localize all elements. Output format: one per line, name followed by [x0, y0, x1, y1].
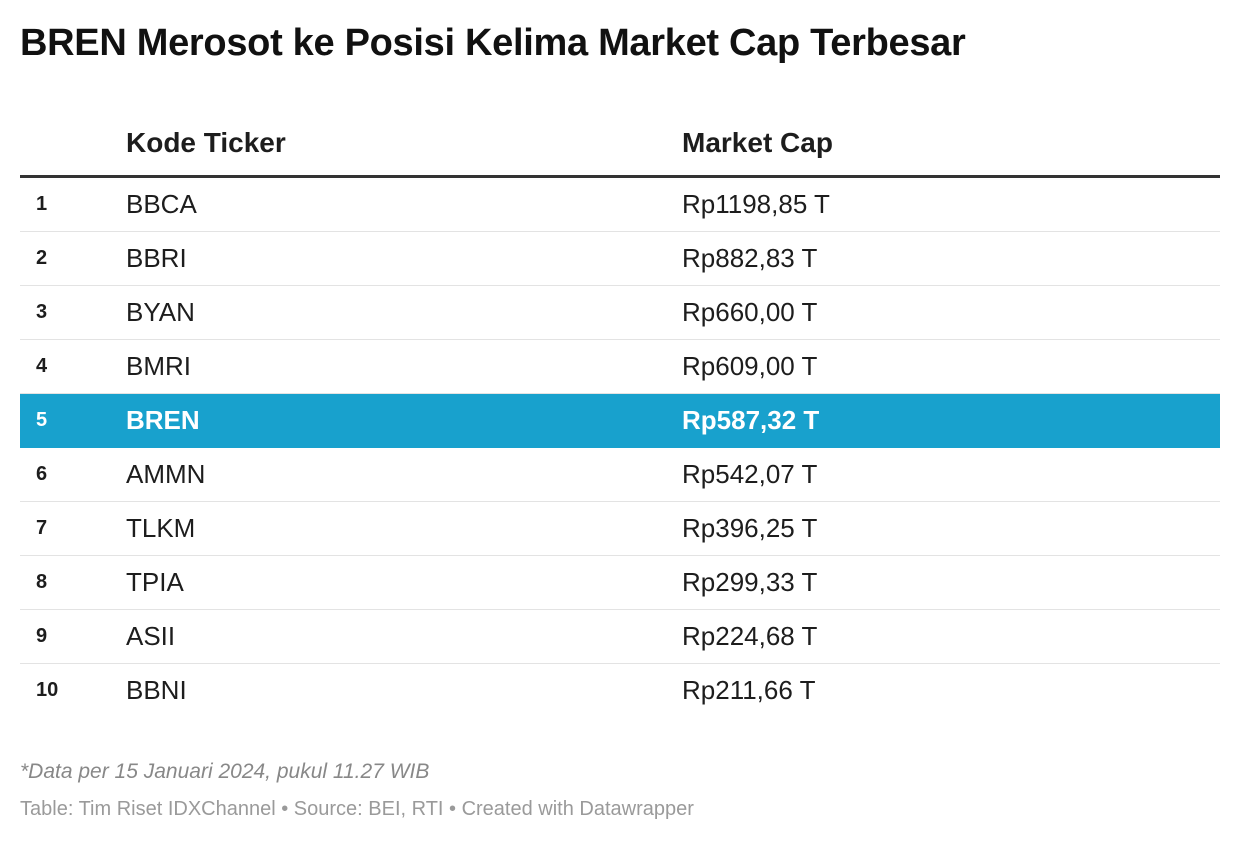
ticker-cell: TLKM [126, 513, 196, 543]
market-cap-table: Kode Ticker Market Cap 1 BBCA Rp1198,85 T 2… [20, 118, 1220, 718]
rank-cell: 6 [36, 463, 48, 485]
market-cap-cell: Rp660,00 T [682, 297, 818, 327]
ticker-cell: AMMN [126, 459, 206, 489]
market-cap-cell: Rp542,07 T [682, 459, 818, 489]
rank-cell: 9 [36, 625, 48, 647]
table-header: Kode Ticker Market Cap [20, 118, 1220, 178]
table-row: 9 ASII Rp224,68 T [20, 610, 1220, 664]
table-row-highlighted: 5 BREN Rp587,32 T [20, 394, 1220, 448]
ticker-cell: BMRI [126, 351, 191, 381]
ticker-cell: TPIA [126, 567, 184, 597]
chart-title: BREN Merosot ke Posisi Kelima Market Cap… [20, 22, 966, 64]
source-footer: Table: Tim Riset IDXChannel • Source: BE… [20, 798, 694, 820]
ticker-cell: BREN [126, 405, 200, 435]
table-row: 3 BYAN Rp660,00 T [20, 286, 1220, 340]
market-cap-cell: Rp609,00 T [682, 351, 818, 381]
table-row: 10 BBNI Rp211,66 T [20, 664, 1220, 718]
table-row: 7 TLKM Rp396,25 T [20, 502, 1220, 556]
rank-cell: 7 [36, 517, 48, 539]
column-header-market-cap: Market Cap [682, 127, 833, 158]
market-cap-cell: Rp224,68 T [682, 621, 818, 651]
table-body: 1 BBCA Rp1198,85 T 2 BBRI Rp882,83 T 3 BYAN Rp66… [20, 178, 1220, 718]
table-row: 1 BBCA Rp1198,85 T [20, 178, 1220, 232]
rank-cell: 5 [36, 409, 48, 431]
ticker-cell: BBCA [126, 189, 197, 219]
table-row: 4 BMRI Rp609,00 T [20, 340, 1220, 394]
ticker-cell: ASII [126, 621, 176, 651]
ticker-cell: BYAN [126, 297, 195, 327]
rank-cell: 8 [36, 571, 48, 593]
table-row: 8 TPIA Rp299,33 T [20, 556, 1220, 610]
table-row: 6 AMMN Rp542,07 T [20, 448, 1220, 502]
column-header-ticker: Kode Ticker [126, 127, 286, 158]
rank-cell: 1 [36, 193, 48, 215]
ticker-cell: BBNI [126, 675, 187, 705]
market-cap-cell: Rp587,32 T [682, 405, 820, 435]
market-cap-cell: Rp882,83 T [682, 243, 818, 273]
rank-cell: 3 [36, 301, 48, 323]
rank-cell: 2 [36, 247, 48, 269]
table-row: 2 BBRI Rp882,83 T [20, 232, 1220, 286]
market-cap-cell: Rp299,33 T [682, 567, 818, 597]
ticker-cell: BBRI [126, 243, 187, 273]
market-cap-cell: Rp211,66 T [682, 675, 816, 705]
market-cap-cell: Rp1198,85 T [682, 189, 830, 219]
rank-cell: 10 [36, 679, 59, 701]
rank-cell: 4 [36, 355, 48, 377]
market-cap-cell: Rp396,25 T [682, 513, 818, 543]
data-note: *Data per 15 Januari 2024, pukul 11.27 W… [20, 760, 430, 783]
